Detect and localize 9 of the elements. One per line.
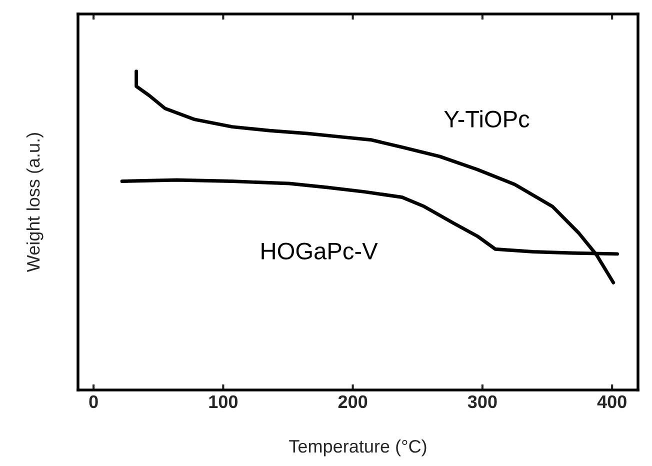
y-axis-title: Weight loss (a.u.) [26, 133, 44, 272]
x-tick-label: 400 [597, 395, 626, 408]
x-tick-label: 300 [468, 395, 497, 408]
series-label: Y-TiOPc [444, 110, 530, 128]
text: HOGaPc-V [262, 242, 378, 260]
x-tick-label: 0 [89, 395, 98, 408]
x-tick-label: 100 [209, 395, 238, 408]
x-axis-title: Temperature (°C) [289, 439, 426, 456]
x-tick-label: 200 [338, 395, 368, 408]
